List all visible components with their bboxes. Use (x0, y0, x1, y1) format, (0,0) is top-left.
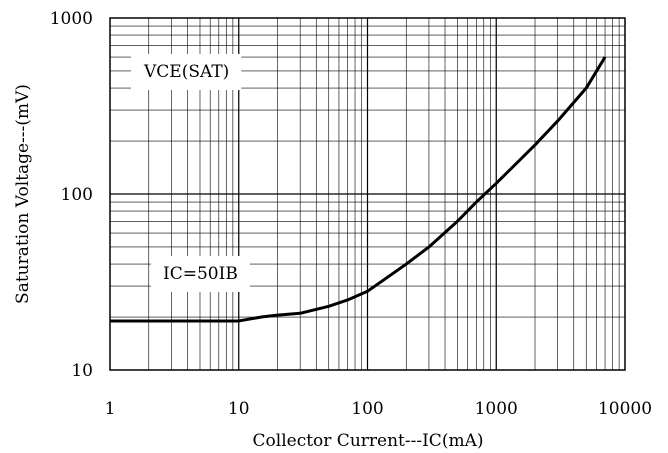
y-axis-label: Saturation Voltage---(mV) (13, 84, 33, 304)
ic-ib-ratio-label: IC=50IB (163, 264, 238, 284)
x-tick-label: 10000 (598, 399, 652, 419)
y-tick-label: 100 (61, 185, 93, 205)
y-tick-labels: 10 100 1000 (50, 9, 93, 381)
y-tick-label: 1000 (50, 9, 93, 29)
x-tick-labels: 1 10 100 1000 10000 (105, 399, 652, 419)
x-tick-label: 10 (228, 399, 250, 419)
x-tick-label: 100 (351, 399, 383, 419)
x-axis-label: Collector Current---IC(mA) (253, 431, 484, 451)
x-tick-label: 1 (105, 399, 116, 419)
y-tick-label: 10 (71, 361, 93, 381)
x-tick-label: 1000 (475, 399, 518, 419)
vce-sat-label: VCE(SAT) (143, 62, 229, 82)
